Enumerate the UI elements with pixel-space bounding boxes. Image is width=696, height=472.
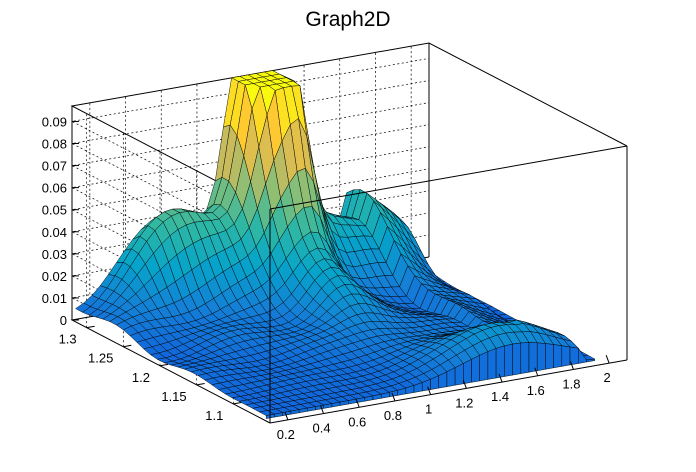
z-tick-label: 0.05 xyxy=(42,203,67,218)
y-axis: 1.1 1.15 1.2 1.25 1.3 xyxy=(59,325,242,423)
x-tick xyxy=(605,354,610,364)
x-tick-label: 1 xyxy=(425,402,432,417)
surface-side-facet xyxy=(487,348,497,380)
x-tick-label: 1.2 xyxy=(455,395,473,410)
z-gridline xyxy=(70,80,430,247)
x-tick xyxy=(427,386,432,395)
z-gridline xyxy=(70,58,430,225)
front-bottom-edge xyxy=(269,359,628,424)
surface-side-facet xyxy=(471,355,480,383)
z-tick-label: 0.07 xyxy=(42,159,67,174)
x-tick-label: 2 xyxy=(604,370,611,385)
y-tick-label: 1.15 xyxy=(161,389,186,404)
x-tick xyxy=(320,405,325,414)
y-tick-label: 1.2 xyxy=(132,370,150,385)
z-axis: 0 0.01 0.02 0.03 0.04 0.05 0.06 0.07 0.08 0.09 xyxy=(42,114,79,328)
x-tick-label: 0.8 xyxy=(384,408,402,423)
x-tick-label: 1.4 xyxy=(491,389,509,404)
z-gridline xyxy=(70,102,430,269)
top-back-edges xyxy=(70,42,628,210)
y-tick-label: 1.1 xyxy=(205,408,223,423)
z-tick-label: 0 xyxy=(60,313,67,328)
z-tick-label: 0.03 xyxy=(42,247,67,262)
x-tick xyxy=(498,373,503,383)
surface-side-facet xyxy=(520,342,530,374)
x-tick xyxy=(391,392,396,402)
surface-side-facet xyxy=(586,358,595,363)
y-tick xyxy=(123,344,132,348)
surface-plot xyxy=(75,70,595,419)
x-tick xyxy=(355,399,360,408)
y-tick xyxy=(233,402,242,405)
y-tick-label: 1.25 xyxy=(88,351,113,366)
z-tick-label: 0.06 xyxy=(42,181,67,196)
z-tick-label: 0.04 xyxy=(42,225,67,240)
z-tick-label: 0.08 xyxy=(42,137,67,152)
z-tick-label: 0.01 xyxy=(42,291,67,306)
z-tick-label: 0.09 xyxy=(42,114,67,129)
y-tick-label: 1.3 xyxy=(59,332,77,347)
surface-side-facet xyxy=(463,359,472,385)
x-tick xyxy=(284,411,289,421)
x-tick xyxy=(462,380,467,389)
surface-side-facet xyxy=(495,345,505,379)
surface-side-facet xyxy=(536,342,546,371)
surface-side-facet xyxy=(561,345,571,367)
x-tick-label: 0.2 xyxy=(277,427,295,442)
z-tick-label: 0.02 xyxy=(42,269,67,284)
chart-title: Graph2D xyxy=(305,8,390,31)
surface-side-facet xyxy=(504,343,513,377)
front-top-edge xyxy=(269,145,628,210)
y-tick xyxy=(196,382,205,386)
x-tick-label: 1.8 xyxy=(562,376,580,391)
surface-side-facet xyxy=(512,342,522,376)
surface-side-facet xyxy=(528,342,538,373)
axis-frame xyxy=(269,145,628,424)
surface-side-facet xyxy=(479,351,489,382)
x-tick xyxy=(534,367,539,376)
x-tick-label: 1.6 xyxy=(527,383,545,398)
x-axis: 0.2 0.4 0.6 0.8 1 1.2 1.4 1.6 1.8 2 xyxy=(277,354,611,442)
x-tick xyxy=(569,361,574,370)
surface-side-facet xyxy=(545,343,554,370)
x-tick-label: 0.4 xyxy=(313,421,331,436)
surface-side-facet xyxy=(553,344,563,369)
y-tick xyxy=(86,325,95,329)
y-tick xyxy=(159,363,169,367)
x-tick-label: 0.6 xyxy=(348,414,366,429)
